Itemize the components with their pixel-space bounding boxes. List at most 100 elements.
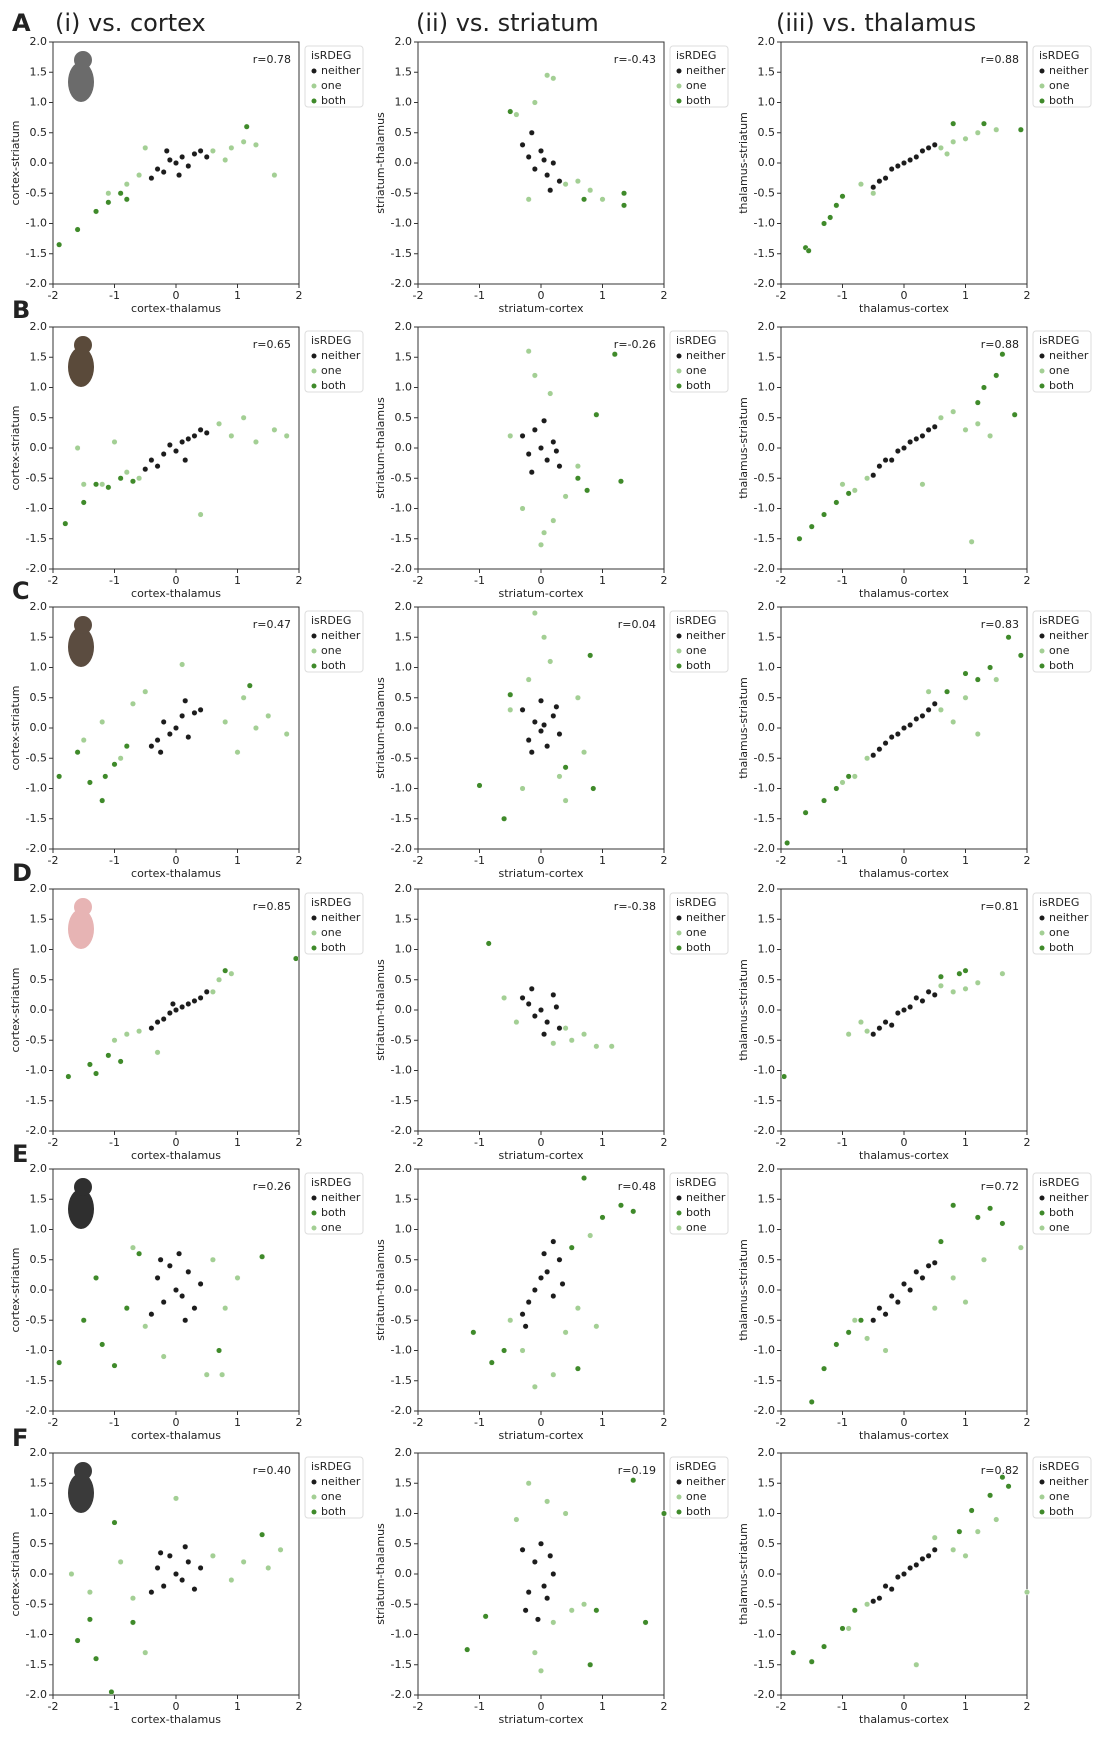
y-axis-label: thalamus-striatum — [737, 677, 750, 779]
legend-label: one — [1049, 1490, 1070, 1503]
y-tick-label: 0.0 — [395, 1283, 413, 1296]
x-tick-label: -2 — [48, 1416, 59, 1429]
legend-marker — [677, 354, 682, 359]
y-tick-label: -0.5 — [391, 751, 412, 764]
x-tick-label: 0 — [901, 1700, 908, 1713]
scatter-point — [557, 1025, 563, 1031]
x-tick-label: 0 — [901, 289, 908, 302]
x-tick-label: 0 — [538, 1136, 545, 1149]
scatter-point — [926, 1553, 932, 1559]
x-tick-label: 0 — [538, 1416, 545, 1429]
scatter-point — [575, 695, 581, 701]
scatter-point — [950, 139, 956, 145]
scatter-point — [883, 175, 889, 181]
scatter-point — [265, 713, 271, 719]
x-tick-label: 2 — [296, 854, 303, 867]
plot-frame — [418, 1169, 664, 1411]
scatter-point — [529, 469, 535, 475]
scatter-point — [176, 1251, 182, 1257]
scatter-point — [219, 1372, 225, 1378]
x-tick-label: 1 — [599, 1416, 606, 1429]
correlation-annotation: r=0.83 — [981, 618, 1019, 631]
scatter-point — [551, 439, 557, 445]
x-tick-label: 1 — [234, 1700, 241, 1713]
scatter-point — [99, 1342, 105, 1348]
scatter-point — [840, 780, 846, 786]
scatter-point — [932, 142, 938, 148]
scatter-point — [926, 989, 932, 995]
legend-label: one — [321, 644, 342, 657]
scatter-point — [179, 662, 185, 668]
x-tick-label: -2 — [413, 1700, 424, 1713]
y-tick-label: 0.0 — [395, 1003, 413, 1016]
legend-marker — [1040, 649, 1045, 654]
scatter-point — [222, 968, 228, 974]
scatter-point — [529, 986, 535, 992]
x-tick-label: 1 — [599, 289, 606, 302]
scatter-point — [544, 1499, 550, 1505]
y-tick-label: 2.0 — [30, 35, 48, 48]
legend-marker — [1040, 354, 1045, 359]
scatter-point — [112, 1363, 118, 1369]
scatter-point — [112, 1520, 118, 1526]
legend-marker — [1040, 1226, 1045, 1231]
x-tick-label: 0 — [538, 289, 545, 302]
y-tick-label: -2.0 — [391, 1404, 412, 1417]
legend-title: isRDEG — [311, 896, 351, 909]
scatter-point — [594, 412, 600, 418]
scatter-point — [907, 1287, 913, 1293]
scatter-point — [901, 725, 907, 731]
scatter-point — [821, 221, 827, 227]
legend-marker — [312, 634, 317, 639]
scatter-point — [975, 421, 981, 427]
scatter-point — [920, 1275, 926, 1281]
scatter-point — [483, 1614, 489, 1620]
scatter-point — [229, 1577, 235, 1583]
x-tick-label: 2 — [1024, 1700, 1031, 1713]
scatter-point — [192, 433, 198, 439]
x-tick-label: -1 — [474, 289, 485, 302]
scatter-point — [99, 798, 105, 804]
scatter-point — [109, 1689, 115, 1695]
scatter-point — [563, 1511, 569, 1517]
legend-title: isRDEG — [676, 49, 716, 62]
scatter-point — [235, 749, 241, 755]
x-tick-label: 1 — [962, 1700, 969, 1713]
scatter-point — [963, 136, 969, 142]
y-tick-label: 0.5 — [30, 1537, 48, 1550]
y-tick-label: 0.5 — [30, 126, 48, 139]
legend-marker — [677, 369, 682, 374]
scatter-point — [895, 163, 901, 169]
legend-marker — [677, 634, 682, 639]
scatter-point — [993, 677, 999, 683]
scatter-point — [520, 142, 526, 148]
scatter-point — [204, 154, 210, 160]
scatter-point — [192, 1305, 198, 1311]
scatter-point — [920, 148, 926, 154]
y-tick-label: -1.5 — [26, 1658, 47, 1671]
legend-marker — [677, 69, 682, 74]
scatter-point — [920, 998, 926, 1004]
scatter-point — [883, 457, 889, 463]
x-tick-label: -1 — [474, 1136, 485, 1149]
legend-marker — [312, 1480, 317, 1485]
scatter-point — [1000, 971, 1006, 977]
x-tick-label: 0 — [173, 1416, 180, 1429]
scatter-point — [284, 433, 290, 439]
scatter-point — [173, 160, 179, 166]
y-tick-label: 1.5 — [395, 912, 413, 925]
y-tick-label: 0.5 — [395, 126, 413, 139]
scatter-point — [507, 433, 513, 439]
scatter-point — [889, 1022, 895, 1028]
scatter-point — [809, 524, 815, 530]
scatter-point — [520, 995, 526, 1001]
scatter-point — [870, 1598, 876, 1604]
x-axis-label: striatum-cortex — [498, 587, 584, 600]
y-tick-label: 1.0 — [30, 661, 48, 674]
scatter-point — [538, 728, 544, 734]
legend-title: isRDEG — [1039, 1460, 1079, 1473]
y-tick-label: -1.0 — [391, 1064, 412, 1077]
scatter-point — [229, 433, 235, 439]
scatter-point — [926, 427, 932, 433]
scatter-point — [907, 722, 913, 728]
